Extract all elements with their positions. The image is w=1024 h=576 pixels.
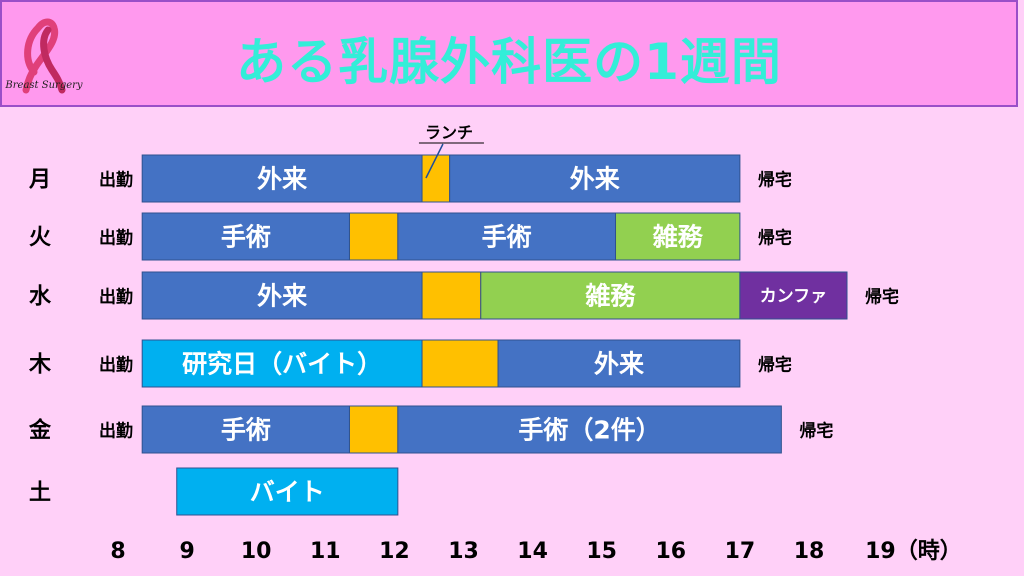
lunch-bar (348, 405, 399, 454)
page-title: ある乳腺外科医の1週間 (236, 33, 782, 91)
bar-label: 研究日（バイト） (182, 350, 382, 379)
outpatient-bar (141, 154, 423, 203)
bar-label: カンファ (760, 287, 828, 307)
lunch-bar (421, 154, 451, 203)
bar-label: 外来 (257, 165, 308, 194)
bar-label: 外来 (257, 282, 308, 311)
outpatient-bar (141, 271, 423, 320)
surgery-bar (141, 405, 350, 454)
x-tick-label: 9 (179, 539, 194, 564)
research-bar (176, 467, 399, 516)
start-label: 出勤 (99, 355, 133, 376)
bar-label: バイト (250, 478, 325, 507)
end-label: 帰宅 (799, 421, 833, 442)
day-label: 金 (28, 418, 52, 444)
lunch-annotation: ランチ (425, 123, 473, 142)
svg-text:Breast Surgery: Breast Surgery (4, 80, 83, 91)
x-tick-label: 17 (725, 539, 756, 564)
end-label: 帰宅 (758, 228, 792, 249)
conference-bar (739, 271, 848, 320)
x-tick-label: 10 (241, 539, 272, 564)
x-tick-label: 8 (110, 539, 125, 564)
bar-label: 雑務 (584, 282, 636, 311)
pink-ribbon-logo: Breast Surgery (4, 18, 83, 94)
outpatient-bar (449, 154, 741, 203)
x-tick-label: 12 (379, 539, 410, 564)
surgery-bar (397, 212, 617, 261)
day-label: 月 (28, 168, 51, 193)
bar-label: 手術 (221, 416, 271, 445)
end-label: 帰宅 (865, 287, 899, 308)
research-bar (141, 339, 423, 388)
bar-label: 手術 (482, 223, 532, 252)
x-tick-label: 14 (517, 539, 548, 564)
outpatient-bar (497, 339, 741, 388)
x-tick-label: 19（時） (865, 539, 962, 564)
start-label: 出勤 (99, 287, 133, 308)
annotation-leader-line (425, 143, 444, 179)
day-label: 火 (29, 226, 51, 251)
misc-bar (615, 212, 741, 261)
end-label: 帰宅 (758, 170, 792, 191)
misc-bar (480, 271, 741, 320)
lunch-bar (348, 212, 399, 261)
day-label: 木 (28, 353, 52, 378)
x-tick-label: 11 (310, 539, 341, 564)
end-label: 帰宅 (758, 355, 792, 376)
x-tick-label: 16 (655, 539, 686, 564)
start-label: 出勤 (99, 170, 133, 191)
day-label: 土 (29, 481, 51, 506)
x-tick-label: 15 (586, 539, 617, 564)
lunch-bar (421, 339, 499, 388)
start-label: 出勤 (99, 228, 133, 249)
surgery-bar (397, 405, 782, 454)
bar-label: 外来 (594, 350, 645, 379)
bar-label: 手術（2件） (518, 416, 660, 445)
bar-label: 手術 (221, 223, 271, 252)
bar-label: 雑務 (652, 223, 704, 252)
day-label: 水 (29, 285, 52, 310)
start-label: 出勤 (99, 421, 133, 442)
x-tick-label: 13 (448, 539, 479, 564)
bar-label: 外来 (570, 165, 621, 194)
x-tick-label: 18 (794, 539, 825, 564)
header-banner: Breast Surgery ある乳腺外科医の1週間 (0, 0, 1018, 107)
lunch-bar (421, 271, 482, 320)
